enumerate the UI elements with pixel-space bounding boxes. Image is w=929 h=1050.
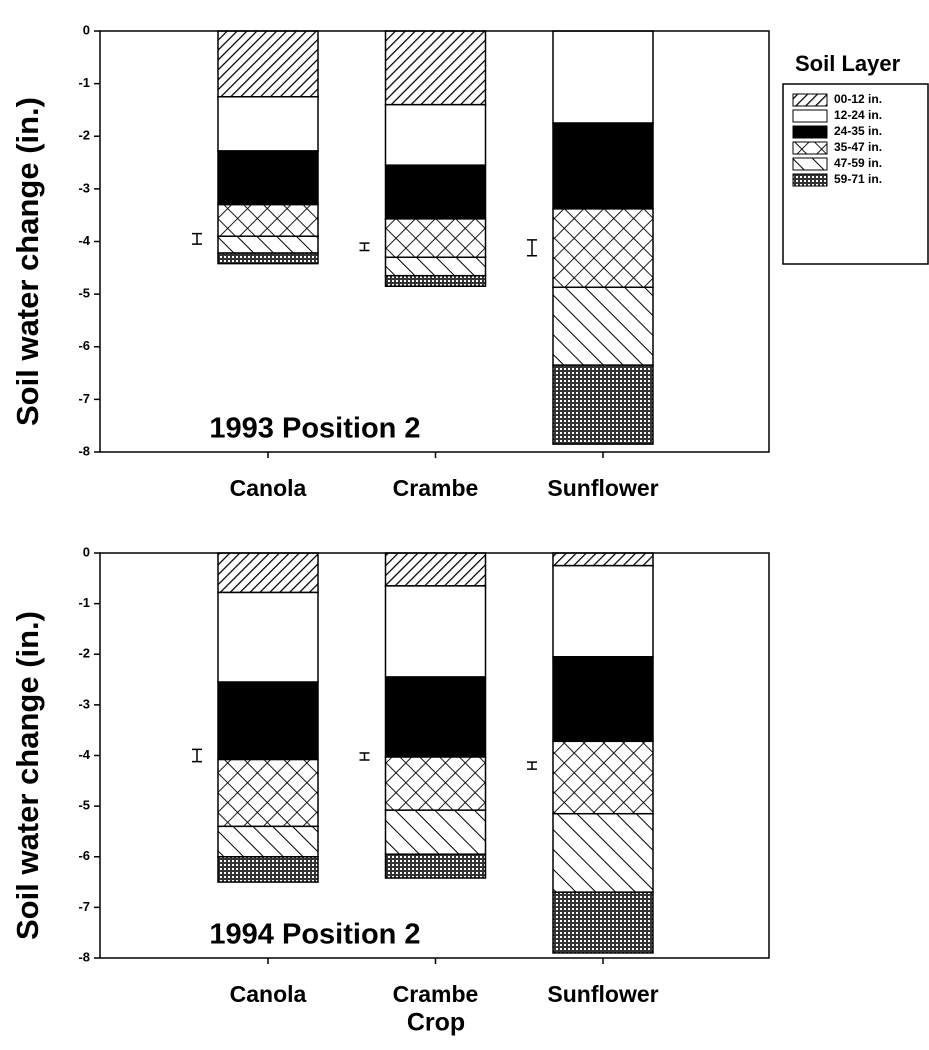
bar-segment xyxy=(217,235,319,254)
y-tick-label: -1 xyxy=(78,595,90,610)
bar-segment xyxy=(552,891,654,954)
legend-title: Soil Layer xyxy=(795,51,901,76)
bar-segment xyxy=(552,364,654,445)
y-tick-label: -3 xyxy=(78,180,90,195)
y-tick-label: -7 xyxy=(78,899,90,914)
bar-segment xyxy=(384,164,487,220)
bar-segment xyxy=(384,676,487,758)
y-tick-label: -7 xyxy=(78,391,90,406)
bar-segment xyxy=(552,208,654,289)
bar-segment xyxy=(552,122,654,210)
legend-swatch xyxy=(792,109,828,123)
chart-title: 1993 Position 2 xyxy=(209,413,420,445)
y-tick-label: -6 xyxy=(78,848,90,863)
bar-segment xyxy=(217,591,319,683)
bar-segment xyxy=(384,103,487,166)
y-tick-label: -6 xyxy=(78,338,90,353)
bar-segment xyxy=(552,740,654,815)
x-tick-label: Sunflower xyxy=(547,475,658,501)
y-tick-label: -5 xyxy=(78,798,90,813)
y-tick-label: -3 xyxy=(78,696,90,711)
bar-segment xyxy=(217,825,319,858)
chart-title: 1994 Position 2 xyxy=(209,919,420,951)
legend-box xyxy=(782,83,929,265)
x-tick-label: Crambe xyxy=(393,475,479,501)
legend-label: 59-71 in. xyxy=(834,172,882,186)
bar-segment xyxy=(384,809,487,855)
error-bar xyxy=(527,239,537,257)
bar-segment xyxy=(552,552,654,567)
y-tick-label: -2 xyxy=(78,646,90,661)
error-bar xyxy=(527,761,537,770)
bar-segment xyxy=(217,552,319,594)
y-tick-label: -1 xyxy=(78,75,90,90)
bar-segment xyxy=(384,853,487,879)
plot-frame xyxy=(99,30,770,453)
legend-label: 24-35 in. xyxy=(834,124,882,138)
y-tick-label: -5 xyxy=(78,286,90,301)
bar-segment xyxy=(217,856,319,883)
bar-segment xyxy=(384,218,487,259)
bar-segment xyxy=(217,252,319,265)
bar-segment xyxy=(552,564,654,658)
bar-segment xyxy=(217,150,319,206)
y-tick-label: -2 xyxy=(78,128,90,143)
plot-frame xyxy=(99,552,770,959)
legend-swatch xyxy=(792,173,828,187)
bar-segment xyxy=(552,286,654,366)
error-bar xyxy=(192,232,202,245)
bar-segment xyxy=(384,256,487,277)
error-bar xyxy=(359,242,370,252)
bar-segment xyxy=(217,96,319,152)
y-tick-label: 0 xyxy=(83,22,90,37)
legend-label: 35-47 in. xyxy=(834,140,882,154)
x-tick-label: Crambe xyxy=(393,981,479,1007)
legend-swatch xyxy=(792,93,828,107)
bar-segment xyxy=(217,30,319,98)
legend-swatch xyxy=(792,125,828,139)
bar-segment xyxy=(552,30,654,124)
bar-segment xyxy=(384,30,487,106)
legend-swatch xyxy=(792,157,828,171)
bar-segment xyxy=(552,812,654,893)
bar-segment xyxy=(384,756,487,811)
bar-segment xyxy=(217,758,319,828)
bar-segment xyxy=(217,681,319,761)
error-bar xyxy=(192,748,202,763)
bar-segment xyxy=(217,203,319,237)
x-tick-label: Canola xyxy=(230,475,307,501)
bar-segment xyxy=(384,585,487,678)
bar-segment xyxy=(552,656,654,743)
y-tick-label: 0 xyxy=(83,544,90,559)
y-tick-label: -8 xyxy=(78,949,90,964)
legend-label: 00-12 in. xyxy=(834,92,882,106)
x-axis-label: Crop xyxy=(407,1009,465,1037)
y-axis-label: Soil water change (in.) xyxy=(10,97,45,426)
bar-segment xyxy=(384,552,487,587)
y-axis-label: Soil water change (in.) xyxy=(10,611,45,940)
legend-label: 47-59 in. xyxy=(834,156,882,170)
bar-segment xyxy=(384,274,487,287)
y-tick-label: -4 xyxy=(78,233,90,248)
legend-swatch xyxy=(792,141,828,155)
error-bar xyxy=(359,752,370,761)
y-tick-label: -4 xyxy=(78,747,90,762)
y-tick-label: -8 xyxy=(78,443,90,458)
legend-label: 12-24 in. xyxy=(834,108,882,122)
x-tick-label: Canola xyxy=(230,981,307,1007)
x-tick-label: Sunflower xyxy=(547,981,658,1007)
